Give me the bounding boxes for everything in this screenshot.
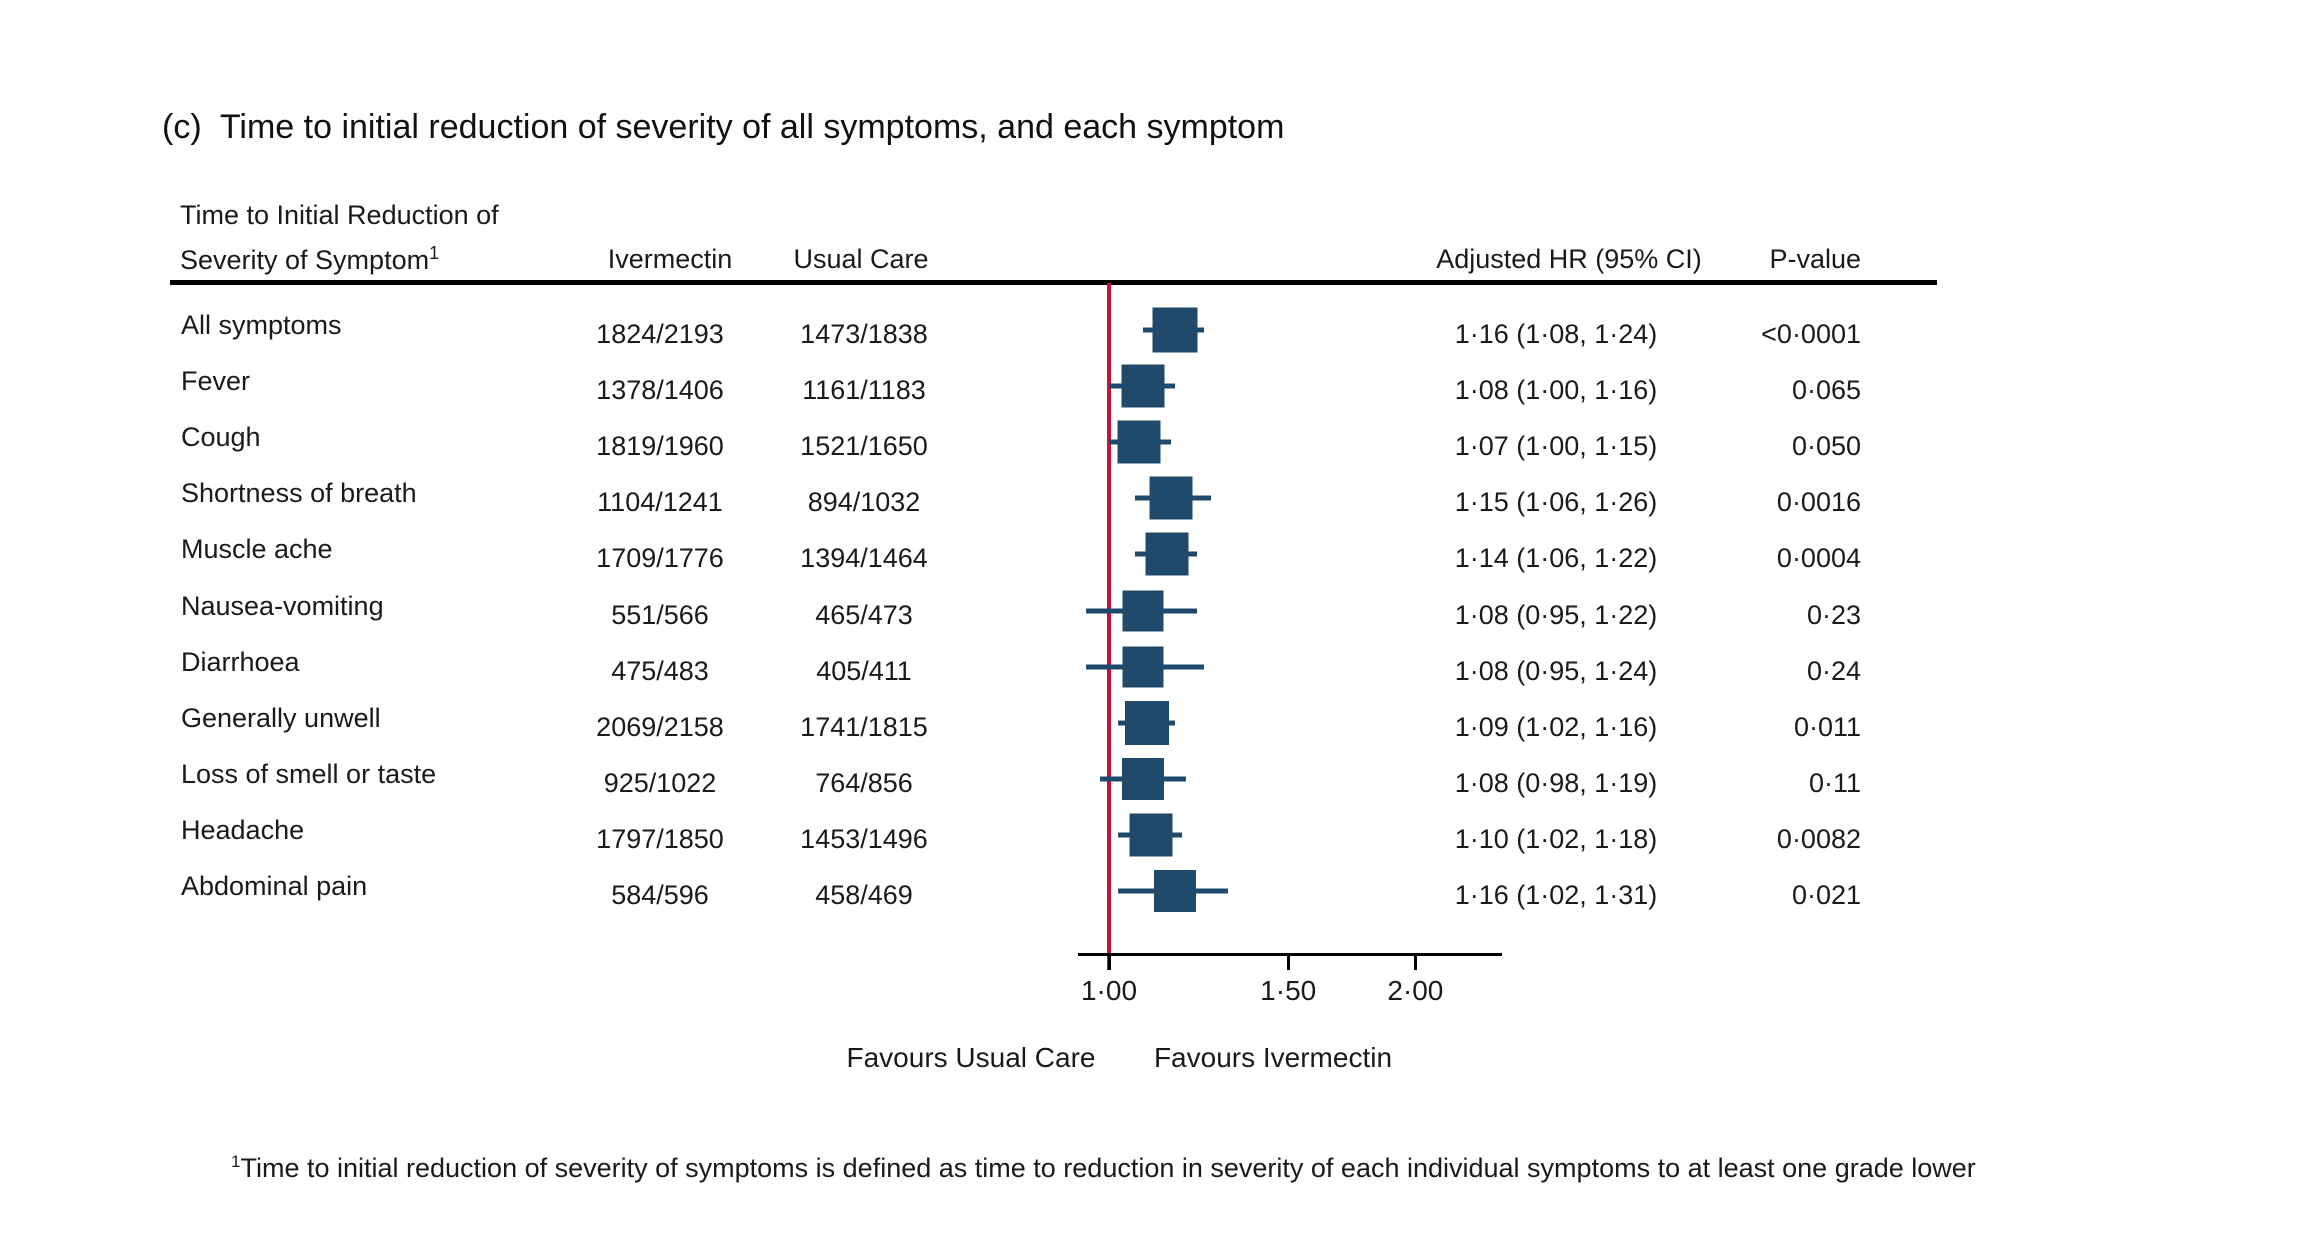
hr-ci-text: 1·08 (0·95, 1·22) bbox=[1454, 599, 1658, 630]
hr-point-marker bbox=[1129, 813, 1173, 857]
hr-point-marker bbox=[1122, 590, 1164, 631]
footnote: 1Time to initial reduction of severity o… bbox=[231, 1146, 1976, 1184]
ivermectin-count: 925/1022 bbox=[603, 767, 717, 798]
hr-ci-text: 1·14 (1·06, 1·22) bbox=[1454, 543, 1658, 574]
row-label: Loss of smell or taste bbox=[181, 758, 437, 789]
p-value-text: 0·23 bbox=[1806, 599, 1861, 630]
p-value-text: 0·0082 bbox=[1776, 823, 1861, 854]
ivermectin-count: 1819/1960 bbox=[596, 431, 724, 462]
reference-line-hr-1 bbox=[1107, 283, 1111, 970]
p-value-text: 0·0016 bbox=[1776, 487, 1861, 518]
hr-ci-text: 1·08 (1·00, 1·16) bbox=[1454, 375, 1658, 406]
ivermectin-count: 1378/1406 bbox=[596, 375, 724, 406]
hr-ci-text: 1·10 (1·02, 1·18) bbox=[1454, 823, 1658, 854]
p-value-text: 0·24 bbox=[1806, 655, 1861, 686]
hr-point-marker bbox=[1122, 757, 1165, 800]
usual-care-count: 405/411 bbox=[816, 655, 912, 686]
p-value-text: 0·050 bbox=[1791, 431, 1861, 462]
x-axis-line bbox=[1078, 953, 1502, 956]
row-label: Nausea-vomiting bbox=[181, 590, 384, 621]
hr-point-marker bbox=[1149, 476, 1193, 520]
ivermectin-count: 1709/1776 bbox=[596, 543, 724, 574]
hr-ci-text: 1·09 (1·02, 1·16) bbox=[1454, 711, 1658, 742]
hr-point-marker bbox=[1145, 532, 1189, 576]
usual-care-count: 894/1032 bbox=[807, 487, 921, 518]
hr-point-marker bbox=[1153, 870, 1196, 912]
p-value-text: <0·0001 bbox=[1761, 319, 1861, 349]
row-label: Abdominal pain bbox=[181, 871, 368, 901]
footnote-superscript: 1 bbox=[231, 1152, 241, 1171]
usual-care-count: 1394/1464 bbox=[800, 543, 928, 574]
column-header-usual-care: Usual Care bbox=[793, 244, 929, 274]
row-header: Time to Initial Reduction of Severity of… bbox=[180, 196, 499, 279]
p-value-text: 0·11 bbox=[1808, 767, 1861, 798]
row-header-superscript: 1 bbox=[429, 243, 440, 263]
figure-title: (c) Time to initial reduction of severit… bbox=[162, 108, 1285, 146]
hr-ci-text: 1·08 (0·98, 1·19) bbox=[1454, 767, 1658, 798]
favours-ivermectin-label: Favours Ivermectin bbox=[1153, 1042, 1393, 1073]
hr-point-marker bbox=[1152, 307, 1198, 353]
p-value-text: 0·011 bbox=[1793, 711, 1861, 742]
ivermectin-count: 584/596 bbox=[611, 880, 709, 910]
column-header-ivermectin: Ivermectin bbox=[607, 244, 733, 274]
usual-care-count: 465/473 bbox=[815, 599, 913, 630]
row-label: All symptoms bbox=[181, 310, 342, 340]
hr-ci-text: 1·07 (1·00, 1·15) bbox=[1454, 431, 1658, 462]
p-value-text: 0·0004 bbox=[1776, 543, 1861, 574]
ivermectin-count: 2069/2158 bbox=[596, 711, 724, 742]
ivermectin-count: 1797/1850 bbox=[596, 823, 724, 854]
hr-ci-text: 1·16 (1·08, 1·24) bbox=[1454, 319, 1658, 349]
row-label: Shortness of breath bbox=[181, 478, 417, 509]
row-header-line1: Time to Initial Reduction of bbox=[180, 200, 499, 230]
footnote-text: Time to initial reduction of severity of… bbox=[240, 1153, 1976, 1183]
hr-point-marker bbox=[1121, 364, 1165, 408]
row-label: Headache bbox=[181, 814, 305, 845]
x-tick-label: 1·00 bbox=[1080, 975, 1138, 1006]
hr-ci-text: 1·08 (0·95, 1·24) bbox=[1454, 655, 1658, 686]
x-tick-label: 2·00 bbox=[1387, 975, 1444, 1006]
p-value-text: 0·065 bbox=[1791, 375, 1861, 406]
header-rule bbox=[170, 280, 1937, 285]
hr-point-marker bbox=[1125, 700, 1170, 745]
usual-care-count: 458/469 bbox=[815, 880, 913, 910]
usual-care-count: 1161/1183 bbox=[802, 375, 926, 406]
usual-care-count: 764/856 bbox=[815, 767, 913, 798]
x-tick bbox=[1413, 953, 1417, 970]
usual-care-count: 1741/1815 bbox=[800, 711, 928, 742]
column-header-adjusted-hr: Adjusted HR (95% CI) bbox=[1436, 244, 1702, 274]
hr-ci-text: 1·16 (1·02, 1·31) bbox=[1454, 880, 1658, 910]
ivermectin-count: 1104/1241 bbox=[597, 487, 723, 518]
favours-usual-care-label: Favours Usual Care bbox=[846, 1042, 1096, 1073]
hr-point-marker bbox=[1117, 420, 1161, 464]
ivermectin-count: 475/483 bbox=[611, 655, 709, 686]
row-label: Fever bbox=[181, 366, 251, 397]
p-value-text: 0·021 bbox=[1791, 880, 1861, 910]
usual-care-count: 1521/1650 bbox=[800, 431, 928, 462]
usual-care-count: 1453/1496 bbox=[800, 823, 928, 854]
ivermectin-count: 1824/2193 bbox=[596, 319, 724, 349]
row-label: Muscle ache bbox=[181, 534, 333, 565]
x-tick bbox=[1286, 953, 1290, 970]
hr-point-marker bbox=[1122, 646, 1164, 688]
hr-ci-text: 1·15 (1·06, 1·26) bbox=[1454, 487, 1658, 518]
column-header-p-value: P-value bbox=[1769, 244, 1861, 274]
usual-care-count: 1473/1838 bbox=[800, 319, 928, 349]
x-tick-label: 1·50 bbox=[1260, 975, 1317, 1006]
row-header-line2: Severity of Symptom bbox=[180, 245, 430, 275]
row-label: Diarrhoea bbox=[181, 646, 300, 677]
x-tick bbox=[1107, 953, 1111, 970]
row-label: Generally unwell bbox=[181, 702, 381, 733]
row-label: Cough bbox=[181, 422, 261, 453]
ivermectin-count: 551/566 bbox=[611, 599, 709, 630]
